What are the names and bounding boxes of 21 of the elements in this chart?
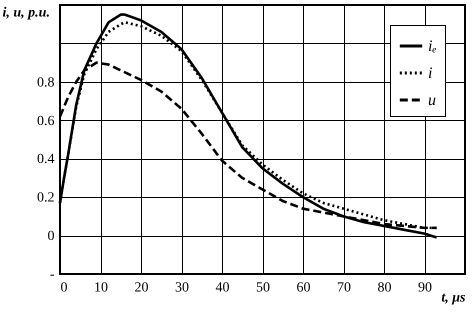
legend-label: iₑ [428,38,437,55]
y-tick-label: 0.2 [37,190,54,206]
y-tick-label: 0.4 [37,152,54,168]
x-tick-label: 70 [337,280,351,296]
x-axis-title: t, μs [441,290,466,306]
y-tick-label: - [50,268,55,282]
legend-label: u [428,92,436,109]
y-tick-label: 0.6 [37,114,54,129]
x-tick-label: 60 [296,280,310,296]
x-tick-label: 90 [418,280,432,296]
legend-label: i [428,65,432,82]
x-tick-label: 20 [134,280,148,296]
y-axis-title: i, u, p.u. [2,6,50,20]
x-tick-label: 30 [175,280,189,296]
x-tick-label: 80 [378,280,392,296]
y-tick-label: 0 [48,229,54,244]
y-tick-label: 0.8 [37,75,54,90]
x-tick-label: 10 [94,280,108,296]
x-tick-label: 40 [216,280,230,296]
x-tick-label: 50 [256,280,270,296]
x-tick-label: 0 [60,280,68,296]
